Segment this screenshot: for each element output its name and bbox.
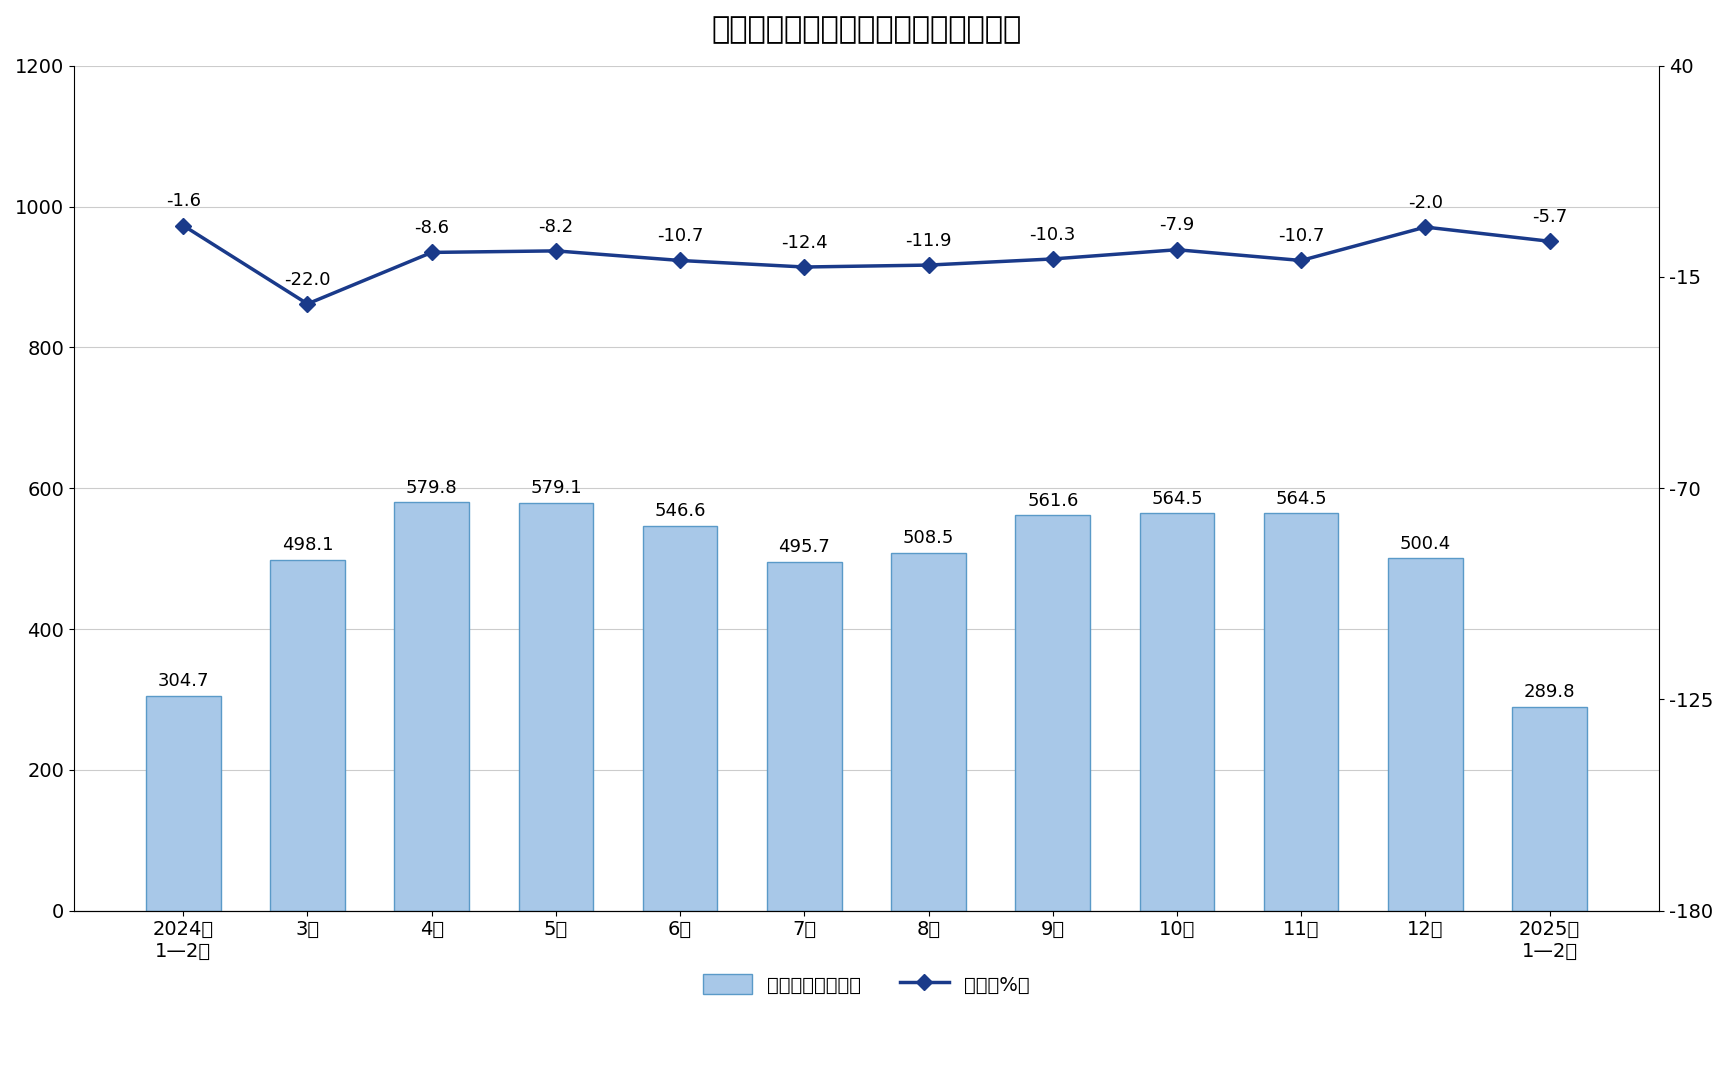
Text: -5.7: -5.7 xyxy=(1533,208,1567,226)
Text: 579.8: 579.8 xyxy=(406,478,458,497)
Bar xyxy=(643,525,717,911)
Text: 495.7: 495.7 xyxy=(778,538,829,556)
Text: -11.9: -11.9 xyxy=(905,232,952,250)
Bar xyxy=(1016,515,1090,911)
Text: -22.0: -22.0 xyxy=(283,270,330,288)
Text: 289.8: 289.8 xyxy=(1524,682,1576,701)
Bar xyxy=(767,562,842,911)
Bar xyxy=(145,696,221,911)
Text: -10.7: -10.7 xyxy=(657,227,703,246)
Text: 579.1: 579.1 xyxy=(530,480,582,498)
Text: -8.2: -8.2 xyxy=(539,218,574,236)
Text: 498.1: 498.1 xyxy=(282,536,334,554)
Text: -8.6: -8.6 xyxy=(415,219,449,237)
Text: -10.7: -10.7 xyxy=(1279,227,1324,246)
Bar xyxy=(270,560,346,911)
Bar xyxy=(394,502,468,911)
Text: -1.6: -1.6 xyxy=(166,192,200,210)
Text: 508.5: 508.5 xyxy=(902,529,954,547)
Text: 564.5: 564.5 xyxy=(1275,489,1327,507)
Text: -10.3: -10.3 xyxy=(1030,225,1077,244)
Bar xyxy=(1140,514,1215,911)
Text: 564.5: 564.5 xyxy=(1151,489,1203,507)
Bar xyxy=(1512,707,1586,911)
Title: 规模以上工业水泥同比增速及日均产量: 规模以上工业水泥同比增速及日均产量 xyxy=(712,15,1021,44)
Text: 500.4: 500.4 xyxy=(1400,535,1452,553)
Bar xyxy=(1263,514,1339,911)
Bar xyxy=(892,552,966,911)
Text: 304.7: 304.7 xyxy=(157,673,209,691)
Text: 561.6: 561.6 xyxy=(1026,491,1078,509)
Bar xyxy=(1388,559,1462,911)
Text: 546.6: 546.6 xyxy=(655,502,705,520)
Text: -12.4: -12.4 xyxy=(781,234,828,252)
Text: -2.0: -2.0 xyxy=(1408,193,1443,211)
Bar xyxy=(518,503,593,911)
Legend: 日均产量（万吨）, 增速（%）: 日均产量（万吨）, 增速（%） xyxy=(695,967,1037,1002)
Text: -7.9: -7.9 xyxy=(1159,217,1194,234)
